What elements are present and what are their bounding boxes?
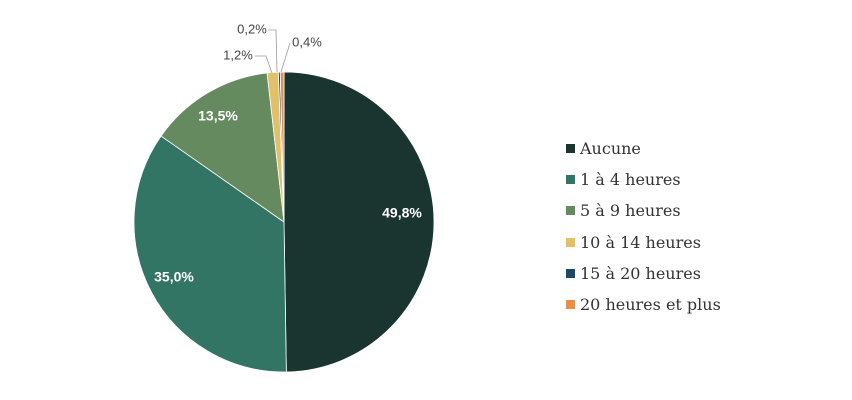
legend-swatch-4	[566, 237, 575, 247]
data-label-4: 1,2%	[223, 47, 253, 62]
legend: Aucune 1 à 4 heures 5 à 9 heures 10 à 14 he…	[566, 133, 721, 320]
leader-line-5	[268, 29, 278, 73]
legend-swatch-3	[566, 206, 575, 216]
legend-label-4: 10 à 14 heures	[580, 232, 701, 252]
legend-item-4: 10 à 14 heures	[566, 227, 721, 258]
pie-slice-2	[133, 135, 287, 373]
legend-label-2: 1 à 4 heures	[580, 170, 681, 190]
pie-slice-1	[283, 71, 435, 373]
data-label-5: 0,2%	[237, 21, 267, 36]
data-label-3: 13,5%	[198, 108, 238, 124]
legend-swatch-2	[566, 175, 575, 185]
pie-slice-6	[279, 71, 285, 223]
legend-swatch-1	[566, 144, 575, 154]
legend-swatch-5	[566, 268, 575, 278]
legend-label-6: 20 heures et plus	[580, 295, 721, 315]
legend-item-2: 1 à 4 heures	[566, 164, 721, 195]
legend-item-3: 5 à 9 heures	[566, 195, 721, 226]
legend-item-1: Aucune	[566, 133, 721, 164]
legend-label-1: Aucune	[580, 139, 641, 159]
legend-label-5: 15 à 20 heures	[580, 263, 701, 283]
legend-item-6: 20 heures et plus	[566, 289, 721, 320]
pie-slice-3	[160, 72, 285, 223]
data-label-1: 49,8%	[382, 205, 422, 221]
legend-label-3: 5 à 9 heures	[580, 201, 681, 221]
data-label-6: 0,4%	[292, 34, 322, 49]
leader-line-4	[255, 55, 273, 74]
leader-line-6	[280, 42, 291, 73]
legend-item-5: 15 à 20 heures	[566, 258, 721, 289]
data-label-2: 35,0%	[154, 269, 194, 285]
legend-swatch-6	[566, 300, 575, 310]
